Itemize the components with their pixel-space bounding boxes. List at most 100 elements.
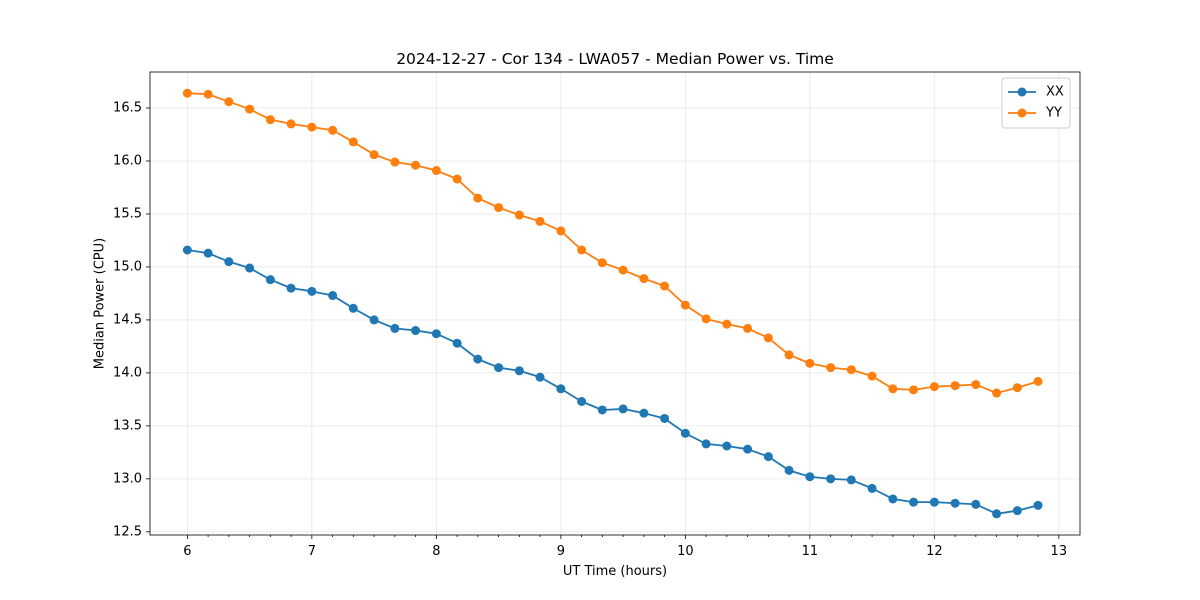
legend-items: XX YY (1008, 85, 1064, 121)
y-tick-label: 16.5 (113, 101, 142, 116)
y-tick-label: 13.5 (113, 418, 142, 433)
data-point-yy (701, 314, 711, 324)
x-tick-label: 9 (557, 544, 565, 559)
data-point-yy (1012, 383, 1022, 393)
data-point-yy (494, 203, 504, 213)
x-tick-label: 6 (183, 544, 191, 559)
data-point-yy (224, 97, 234, 107)
data-point-yy (369, 150, 379, 160)
data-point-xx (473, 354, 483, 364)
chart-title: 2024-12-27 - Cor 134 - LWA057 - Median P… (396, 50, 834, 68)
data-point-xx (307, 286, 317, 296)
data-point-yy (452, 174, 462, 184)
data-point-yy (763, 333, 773, 343)
data-point-yy (514, 210, 524, 220)
data-point-xx (909, 497, 919, 507)
data-point-xx (390, 323, 400, 333)
data-point-xx (348, 303, 358, 313)
data-point-xx (867, 483, 877, 493)
data-point-xx (826, 474, 836, 484)
data-point-xx (245, 263, 255, 273)
data-point-xx (182, 245, 192, 255)
data-point-xx (639, 408, 649, 418)
data-point-xx (992, 509, 1002, 519)
data-point-xx (971, 499, 981, 509)
y-tick-label: 16.0 (113, 153, 142, 168)
data-point-xx (369, 315, 379, 325)
data-point-yy (348, 137, 358, 147)
data-point-yy (597, 258, 607, 268)
data-point-xx (203, 248, 213, 258)
data-point-xx (224, 257, 234, 267)
data-point-yy (1033, 376, 1043, 386)
data-point-yy (286, 119, 296, 129)
data-point-yy (535, 216, 545, 226)
data-point-xx (763, 452, 773, 462)
data-point-yy (390, 157, 400, 167)
data-point-yy (805, 358, 815, 368)
y-tick-label: 14.5 (113, 312, 142, 327)
x-tick-label: 12 (926, 544, 943, 559)
data-point-yy (992, 388, 1002, 398)
data-point-yy (826, 363, 836, 373)
data-point-xx (494, 363, 504, 373)
legend-label-xx: XX (1046, 85, 1064, 100)
x-tick-label: 13 (1051, 544, 1068, 559)
y-tick-label: 12.5 (113, 524, 142, 539)
data-point-yy (265, 115, 275, 125)
data-point-xx (701, 439, 711, 449)
data-point-xx (411, 326, 421, 336)
data-point-xx (660, 413, 670, 423)
data-point-yy (182, 88, 192, 98)
data-point-xx (618, 404, 628, 414)
x-axis-label: UT Time (hours) (563, 564, 667, 579)
data-point-yy (909, 385, 919, 395)
series-xx (182, 245, 1043, 519)
data-point-xx (431, 329, 441, 339)
series-layer (182, 88, 1043, 519)
data-point-xx (514, 366, 524, 376)
y-tick-label: 15.5 (113, 206, 142, 221)
data-point-xx (1033, 500, 1043, 510)
x-tick-label: 10 (677, 544, 694, 559)
data-point-yy (784, 350, 794, 360)
data-point-xx (888, 494, 898, 504)
legend: XX YY (1001, 77, 1071, 129)
data-point-yy (867, 371, 877, 381)
data-point-yy (846, 365, 856, 375)
data-point-yy (411, 160, 421, 170)
data-point-yy (328, 125, 338, 135)
legend-item-xx: XX (1008, 85, 1064, 100)
data-point-xx (556, 384, 566, 394)
y-tick-label: 14.0 (113, 365, 142, 380)
data-point-yy (577, 245, 587, 255)
data-point-xx (950, 498, 960, 508)
legend-marker-xx (1017, 87, 1027, 97)
series-line-yy (187, 92, 1039, 394)
data-point-xx (846, 475, 856, 485)
x-tick-label: 11 (802, 544, 819, 559)
data-point-yy (950, 381, 960, 391)
y-axis: 12.5 13.0 13.5 14.0 14.5 15.0 15.5 16.0 16.5 (113, 101, 150, 539)
data-point-yy (618, 265, 628, 275)
data-point-yy (722, 319, 732, 329)
x-tick-label: 8 (432, 544, 440, 559)
data-point-yy (743, 323, 753, 333)
data-point-yy (639, 274, 649, 284)
data-point-xx (929, 497, 939, 507)
y-tick-label: 13.0 (113, 471, 142, 486)
data-point-yy (431, 166, 441, 176)
data-point-yy (660, 281, 670, 291)
legend-label-yy: YY (1045, 106, 1062, 121)
series-yy (182, 88, 1043, 398)
legend-item-yy: YY (1008, 106, 1062, 121)
data-point-yy (307, 122, 317, 132)
data-point-xx (805, 472, 815, 482)
data-point-yy (888, 384, 898, 394)
data-point-yy (929, 382, 939, 392)
data-point-yy (245, 104, 255, 114)
data-point-xx (452, 338, 462, 348)
data-point-yy (680, 300, 690, 310)
